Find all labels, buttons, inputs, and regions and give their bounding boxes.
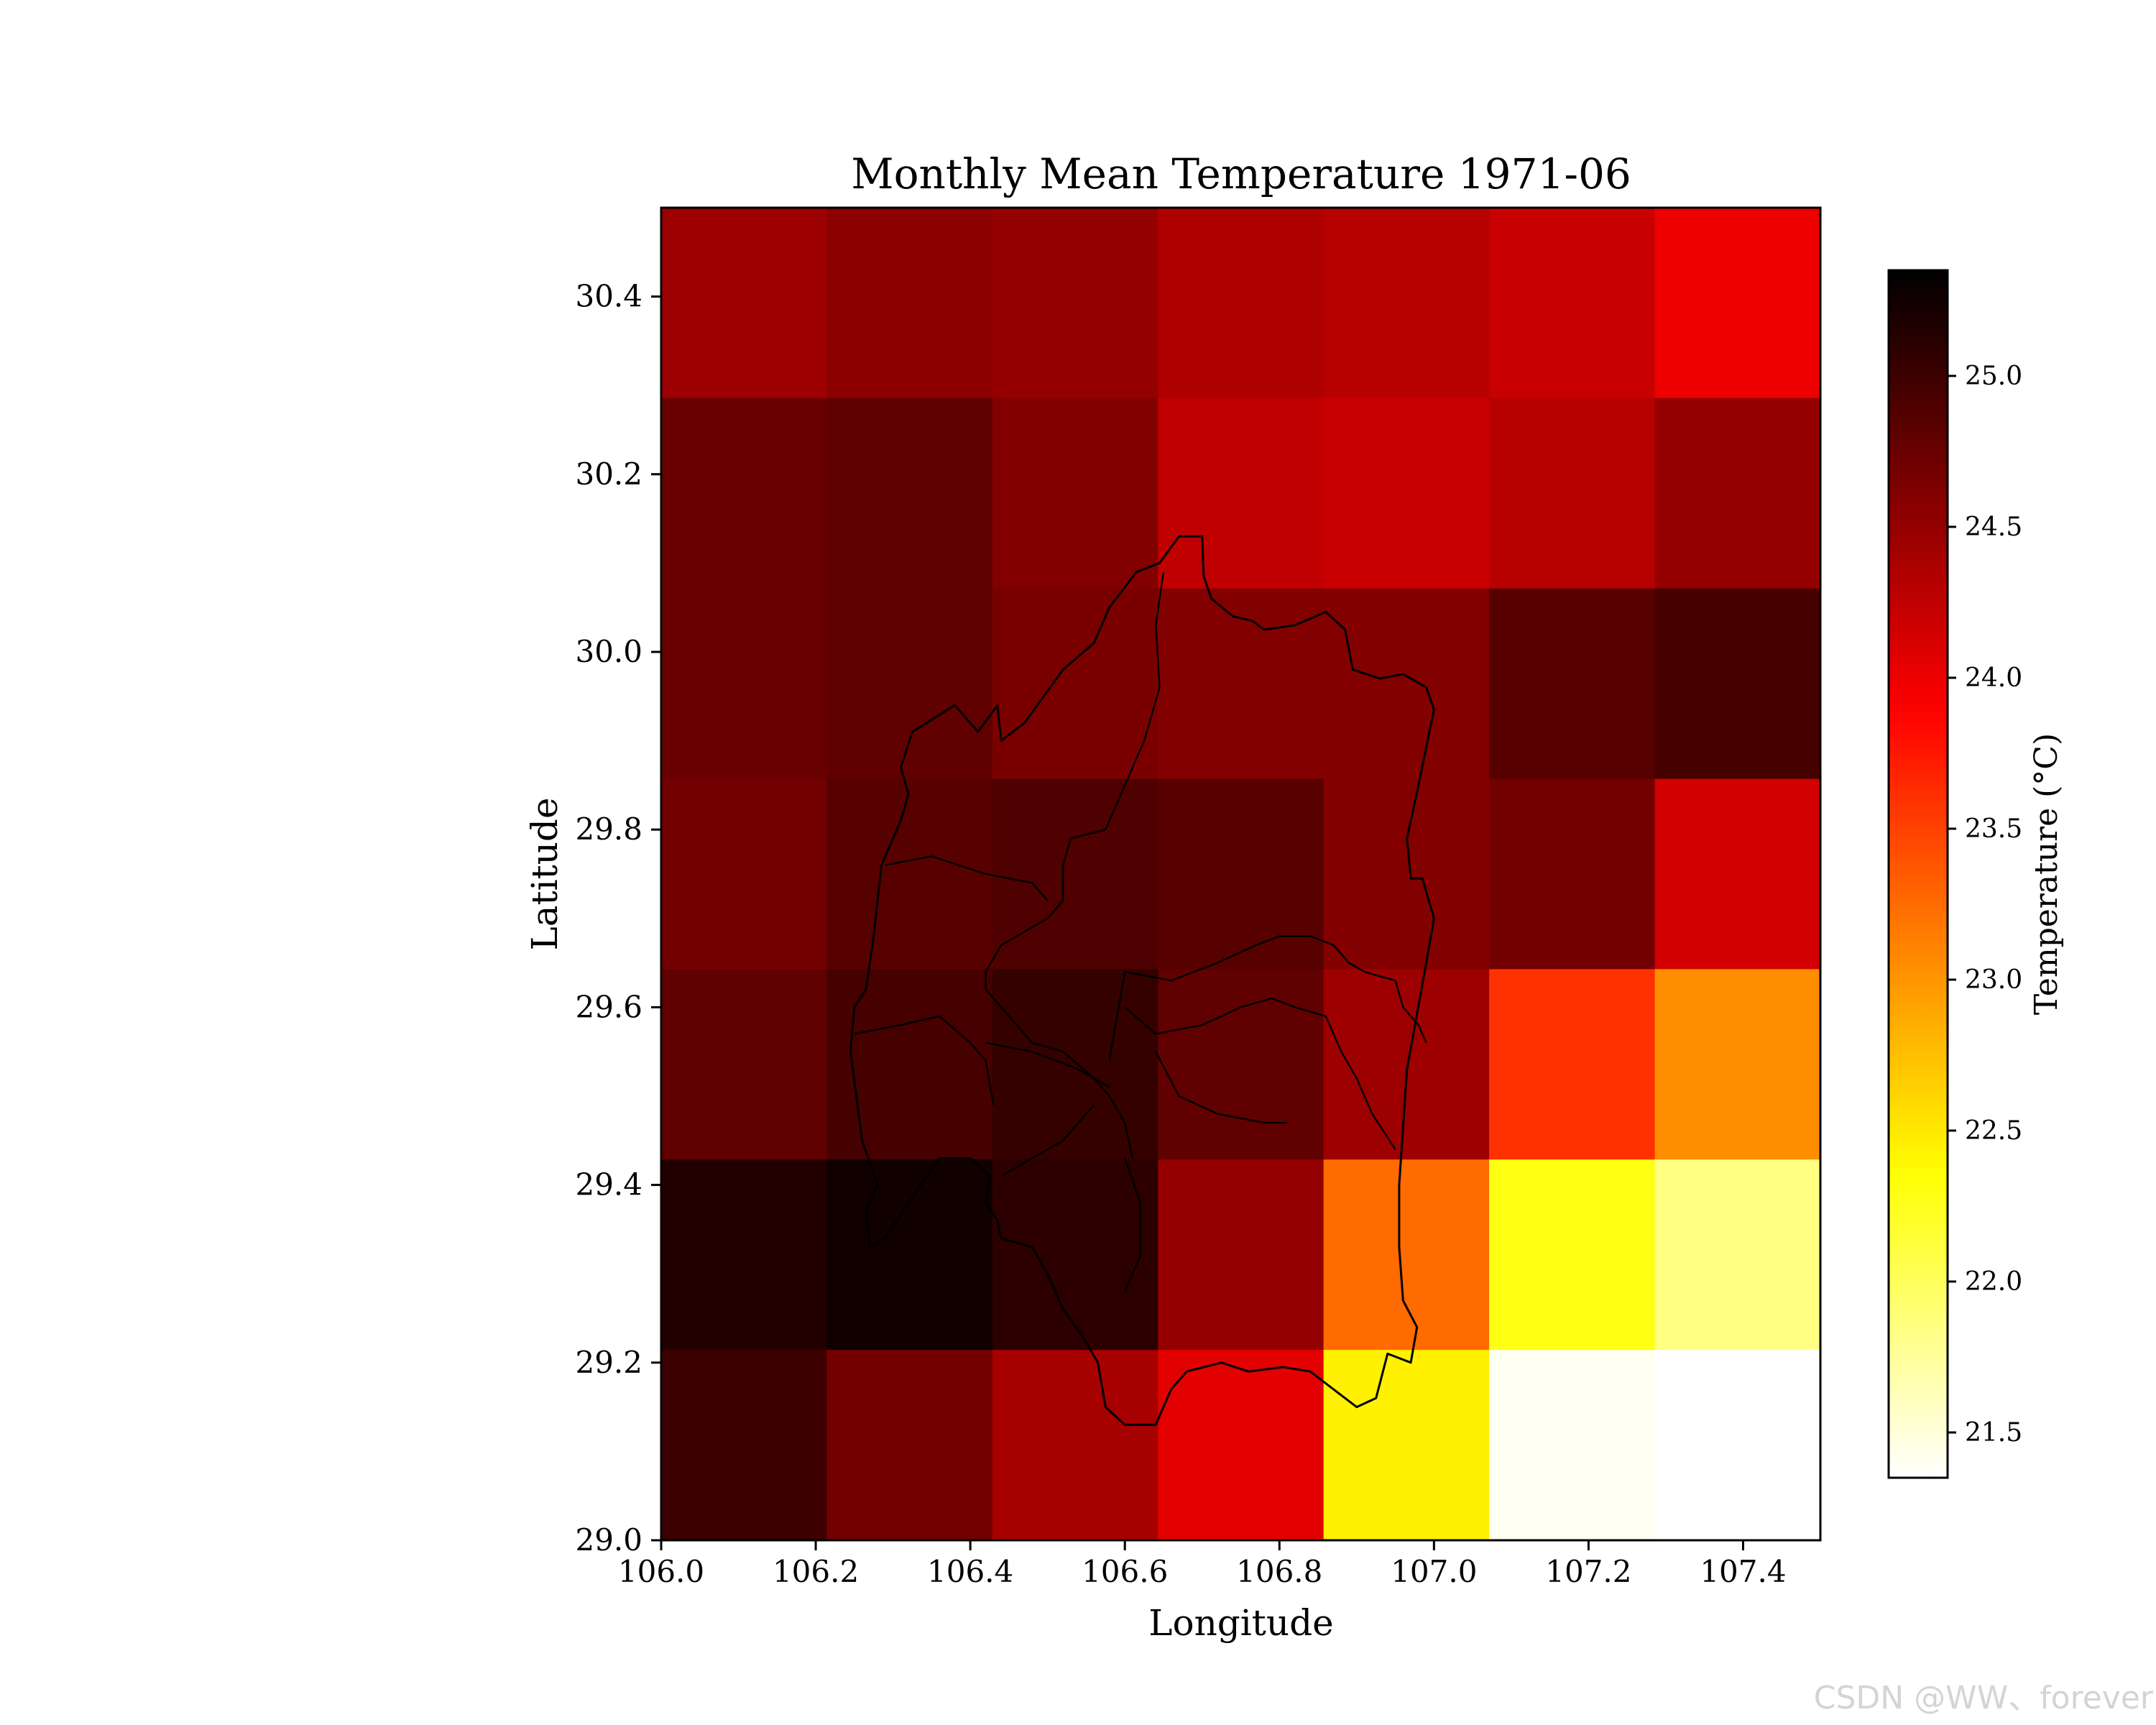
heatmap-cell [1489, 208, 1656, 399]
x-tick-label: 107.4 [1700, 1554, 1786, 1589]
district-line [985, 571, 1165, 1159]
y-axis-ticks: 29.0 29.2 29.4 29.6 29.8 30.0 30.2 30.4 [575, 279, 661, 1558]
heatmap-cell [1489, 1159, 1656, 1351]
x-axis-ticks: 106.0 106.2 106.4 106.6 106.8 107.0 107.2 107.4 [618, 1540, 1787, 1589]
x-tick-label: 106.8 [1236, 1554, 1322, 1589]
heatmap-cell [1489, 969, 1656, 1160]
heatmap-cell [661, 1350, 828, 1541]
heatmap-cell [992, 397, 1158, 589]
heatmap-cell [1654, 1350, 1821, 1541]
heatmap-cell [1654, 778, 1821, 970]
watermark: CSDN @WW、forever [1813, 1680, 2153, 1716]
heatmap-cell [992, 208, 1158, 399]
district-line [1155, 1051, 1287, 1124]
y-tick-label: 30.4 [575, 279, 642, 314]
heatmap-cell [1158, 778, 1325, 970]
x-tick-label: 106.4 [927, 1554, 1013, 1589]
y-tick-label: 29.2 [575, 1345, 642, 1380]
colorbar-tick-label: 23.0 [1965, 965, 2022, 995]
x-tick-label: 106.2 [773, 1554, 859, 1589]
heatmap-cell [826, 1350, 993, 1541]
x-tick-label: 106.6 [1082, 1554, 1168, 1589]
district-line [854, 1015, 995, 1105]
x-tick-label: 106.0 [618, 1554, 704, 1589]
heatmap-cell [1323, 397, 1490, 589]
colorbar-tick-label: 24.0 [1965, 663, 2022, 693]
heatmap-cell [1323, 778, 1490, 970]
heatmap-cell [826, 1159, 993, 1351]
colorbar-tick-label: 23.5 [1965, 814, 2022, 844]
heatmap-cell [1654, 208, 1821, 399]
district-line [985, 1041, 1110, 1088]
heatmap-cell [661, 969, 828, 1160]
y-axis-label: Latitude [524, 798, 566, 951]
heatmap-cell [1323, 969, 1490, 1160]
y-tick-label: 29.4 [575, 1167, 642, 1202]
heatmap-cell [1158, 588, 1325, 780]
heatmap-cell [1654, 397, 1821, 589]
colorbar-label: Temperature (°C) [2028, 733, 2065, 1015]
heatmap-cell [1158, 397, 1325, 589]
heatmap-cell [1323, 1159, 1490, 1351]
colorbar [1887, 269, 1949, 1479]
y-tick-label: 29.6 [575, 989, 642, 1024]
heatmap-cell [661, 1159, 828, 1351]
colorbar-tick-label: 22.5 [1965, 1116, 2022, 1146]
chart-title: Monthly Mean Temperature 1971-06 [851, 150, 1631, 198]
heatmap-cell [826, 588, 993, 780]
y-tick-label: 29.8 [575, 811, 642, 847]
x-tick-label: 107.2 [1545, 1554, 1631, 1589]
y-tick-label: 30.2 [575, 456, 642, 492]
heatmap-cell [661, 397, 828, 589]
heatmap-cell [661, 588, 828, 780]
heatmap-cell [992, 969, 1158, 1160]
heatmap-cell [992, 1159, 1158, 1351]
colorbar-ticks: 21.5 22.0 22.5 23.0 23.5 24.0 24.5 25.0 [1948, 362, 2022, 1448]
heatmap-cell [992, 1350, 1158, 1541]
boundary-outline [849, 535, 1435, 1426]
heatmap-cells [661, 208, 1821, 1541]
heatmap-cell [1323, 208, 1490, 399]
heatmap-cell [1489, 588, 1656, 780]
district-line [1000, 1104, 1095, 1177]
heatmap-cell [826, 969, 993, 1160]
heatmap-cell [992, 778, 1158, 970]
heatmap-cell [1158, 969, 1325, 1160]
x-axis-label: Longitude [1148, 1602, 1333, 1644]
heatmap-cell [1323, 588, 1490, 780]
heatmap-cell [1323, 1350, 1490, 1541]
heatmap-cell [826, 397, 993, 589]
colorbar-tick-label: 21.5 [1965, 1418, 2022, 1448]
y-tick-label: 29.0 [575, 1522, 642, 1558]
heatmap-cell [1489, 397, 1656, 589]
colorbar-tick-label: 22.0 [1965, 1267, 2022, 1297]
heatmap-cell [661, 778, 828, 970]
heatmap-cell [992, 588, 1158, 780]
colorbar-tick-label: 25.0 [1965, 362, 2022, 391]
district-line [1108, 935, 1427, 1061]
x-tick-label: 107.0 [1391, 1554, 1477, 1589]
district-line [1124, 997, 1396, 1150]
heatmap-cell [1654, 1159, 1821, 1351]
heatmap-cell [826, 208, 993, 399]
plot-frame [660, 206, 1822, 1542]
heatmap-cell [1158, 208, 1325, 399]
region-boundary [849, 535, 1435, 1426]
y-tick-label: 30.0 [575, 634, 642, 669]
heatmap-cell [1654, 969, 1821, 1160]
district-line [885, 855, 1049, 901]
district-line [1124, 1158, 1141, 1292]
heatmap-cell [826, 778, 993, 970]
heatmap-cell [1654, 588, 1821, 780]
heatmap-cell [1158, 1350, 1325, 1541]
heatmap-cell [661, 208, 828, 399]
colorbar-tick-label: 24.5 [1965, 512, 2022, 542]
heatmap-cell [1489, 1350, 1656, 1541]
heatmap-cell [1158, 1159, 1325, 1351]
heatmap-cell [1489, 778, 1656, 970]
